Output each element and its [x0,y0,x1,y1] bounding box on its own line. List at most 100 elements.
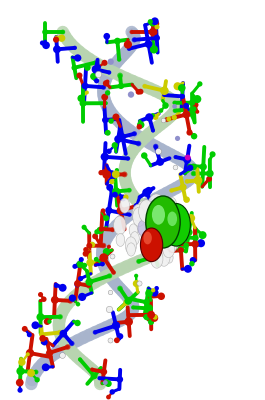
Point [18,379,22,386]
Point [188,164,192,171]
Point [118,285,122,292]
Point [147,114,151,120]
Circle shape [170,215,176,226]
Point [33,322,37,328]
Point [29,370,33,376]
Point [129,91,133,98]
Point [186,223,190,229]
Point [187,129,192,136]
Point [147,290,151,296]
Point [93,233,97,240]
Point [78,261,82,268]
Point [208,170,212,177]
Circle shape [137,201,148,218]
Point [102,60,107,66]
Point [101,208,105,214]
Point [187,229,191,236]
Point [107,148,111,154]
Point [146,41,151,47]
Point [151,112,155,118]
Point [41,335,45,342]
Point [144,299,149,305]
Point [72,64,77,71]
Point [114,171,118,178]
Point [163,246,167,252]
Point [103,117,107,123]
Point [153,20,157,27]
Point [167,116,171,122]
Point [173,100,177,106]
Point [152,46,156,53]
Point [151,29,155,35]
Point [175,83,180,90]
Point [109,118,113,124]
Point [191,164,196,170]
Point [35,377,39,383]
Point [164,102,168,109]
Point [18,368,23,374]
Point [96,71,100,78]
Point [40,40,45,46]
Point [108,184,112,190]
Point [154,253,158,260]
Point [112,172,116,178]
Point [20,359,24,365]
Point [151,287,155,294]
Circle shape [151,250,163,268]
Point [185,178,189,185]
Point [76,55,80,61]
Point [175,135,180,142]
Circle shape [139,200,154,223]
Point [60,352,64,358]
Point [155,24,159,30]
Point [114,188,118,195]
Point [104,215,108,221]
Point [109,171,114,178]
Point [68,298,72,304]
Point [179,247,183,253]
Point [87,279,91,285]
Point [66,344,70,350]
Point [95,78,99,84]
Point [173,234,177,240]
Point [118,376,122,382]
Point [103,379,107,386]
Point [189,215,193,221]
Circle shape [138,220,150,238]
Circle shape [147,230,155,242]
Point [135,203,139,209]
Point [193,241,197,247]
Point [131,304,135,311]
Point [99,226,104,232]
Point [173,164,177,171]
Point [162,92,166,98]
Point [96,64,100,70]
Circle shape [116,234,125,246]
Point [107,244,111,250]
Point [76,301,80,308]
Point [61,330,65,337]
Point [157,204,161,210]
Point [83,250,88,257]
Point [109,58,113,65]
Point [134,272,138,279]
Point [186,154,190,161]
Point [60,284,65,291]
Point [108,273,112,279]
Point [93,329,97,336]
Point [18,387,22,393]
Point [113,192,117,198]
Point [114,322,118,329]
Point [120,134,125,140]
Circle shape [132,204,144,221]
Point [101,84,106,90]
Point [139,202,143,208]
Point [127,312,131,318]
Point [103,94,107,100]
Point [38,314,43,320]
Point [126,155,130,162]
Point [126,298,130,304]
Point [166,225,170,231]
Point [108,337,112,343]
Point [114,116,119,122]
